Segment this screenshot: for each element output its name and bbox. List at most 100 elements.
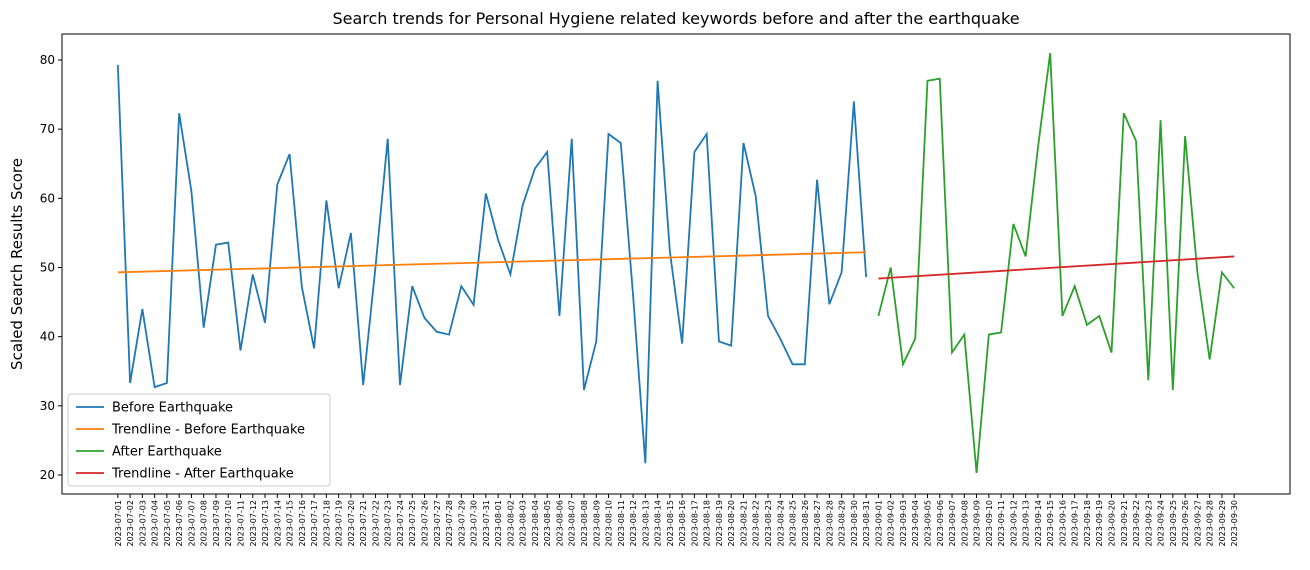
x-tick-label: 2023-08-01 [494, 500, 503, 547]
x-tick-label: 2023-09-29 [1218, 500, 1227, 547]
x-tick-label: 2023-08-22 [752, 500, 761, 547]
x-tick-label: 2023-09-16 [1058, 500, 1067, 547]
x-tick-label: 2023-07-20 [347, 500, 356, 547]
chart-title: Search trends for Personal Hygiene relat… [332, 9, 1019, 28]
legend-box [67, 393, 331, 487]
x-tick-label: 2023-07-27 [433, 500, 442, 547]
x-tick-label: 2023-08-04 [531, 500, 540, 547]
x-tick-label: 2023-09-04 [911, 500, 920, 547]
x-tick-label: 2023-07-24 [396, 500, 405, 547]
x-tick-label: 2023-09-01 [874, 500, 883, 547]
x-tick-label: 2023-08-12 [629, 500, 638, 547]
x-tick-label: 2023-09-02 [887, 500, 896, 547]
x-tick-label: 2023-07-31 [482, 500, 491, 547]
x-tick-label: 2023-08-31 [862, 500, 871, 547]
x-tick-label: 2023-07-09 [212, 500, 221, 547]
legend-label: After Earthquake [112, 445, 222, 460]
x-tick-label: 2023-08-20 [727, 500, 736, 547]
x-tick-label: 2023-07-29 [457, 500, 466, 547]
x-tick-label: 2023-09-10 [985, 500, 994, 547]
x-tick-label: 2023-09-17 [1071, 500, 1080, 547]
series-line [878, 255, 1235, 280]
x-tick-label: 2023-08-03 [519, 500, 528, 547]
x-tick-label: 2023-08-09 [592, 500, 601, 547]
x-tick-label: 2023-07-28 [445, 500, 454, 547]
x-tick-label: 2023-09-07 [948, 500, 957, 547]
x-tick-label: 2023-09-20 [1108, 500, 1117, 547]
x-tick-label: 2023-09-22 [1132, 500, 1141, 547]
x-tick-label: 2023-07-12 [249, 500, 258, 547]
x-tick-label: 2023-08-13 [641, 500, 650, 547]
x-tick-label: 2023-09-21 [1120, 500, 1129, 547]
x-tick-label: 2023-08-17 [690, 500, 699, 547]
x-tick-label: 2023-07-08 [200, 500, 209, 547]
x-tick-label: 2023-08-05 [543, 500, 552, 547]
x-tick-label: 2023-08-15 [666, 500, 675, 547]
x-tick-label: 2023-07-23 [384, 500, 393, 547]
x-tick-label: 2023-09-08 [960, 500, 969, 547]
x-tick-label: 2023-07-17 [310, 500, 319, 547]
x-tick-label: 2023-09-15 [1046, 500, 1055, 547]
x-tick-label: 2023-09-26 [1181, 500, 1190, 547]
y-axis-label: Scaled Search Results Score [8, 158, 26, 370]
x-tick-label: 2023-07-26 [421, 500, 430, 547]
x-tick-label: 2023-08-24 [776, 500, 785, 547]
legend-label: Before Earthquake [112, 401, 233, 416]
x-tick-label: 2023-09-05 [923, 500, 932, 547]
x-tick-label: 2023-09-19 [1095, 500, 1104, 547]
x-tick-label: 2023-07-19 [335, 500, 344, 547]
legend: Before Earthquake Trendline - Before Eart… [67, 393, 331, 487]
x-tick-label: 2023-07-05 [163, 500, 172, 547]
x-tick-label: 2023-08-10 [605, 500, 614, 547]
y-tick-label: 50 [40, 260, 55, 274]
x-tick-label: 2023-08-27 [813, 500, 822, 547]
x-tick-label: 2023-07-18 [322, 500, 331, 547]
x-tick-label: 2023-09-27 [1193, 500, 1202, 547]
legend-label: Trendline - Before Earthquake [111, 423, 305, 438]
x-tick-label: 2023-07-14 [273, 500, 282, 547]
x-tick-label: 2023-08-29 [838, 500, 847, 547]
series-line [116, 64, 868, 464]
x-tick-label: 2023-09-18 [1083, 500, 1092, 547]
x-tick-label: 2023-07-01 [114, 500, 123, 547]
x-tick-label: 2023-08-18 [703, 500, 712, 547]
x-tick-label: 2023-09-03 [899, 500, 908, 547]
x-tick-label: 2023-08-19 [715, 500, 724, 547]
x-tick-label: 2023-07-15 [286, 500, 295, 547]
x-tick-label: 2023-09-28 [1206, 500, 1215, 547]
x-tick-label: 2023-09-24 [1157, 500, 1166, 547]
x-tick-label: 2023-07-06 [175, 500, 184, 547]
legend-label: Trendline - After Earthquake [111, 467, 294, 482]
x-tick-label: 2023-08-02 [506, 500, 515, 547]
x-tick-label: 2023-07-04 [151, 500, 160, 547]
x-tick-label: 2023-08-30 [850, 500, 859, 547]
x-tick-label: 2023-07-16 [298, 500, 307, 547]
x-tick-label: 2023-09-12 [1009, 500, 1018, 547]
x-tick-label: 2023-07-25 [408, 500, 417, 547]
x-tick-label: 2023-07-21 [359, 500, 368, 547]
x-tick-label: 2023-07-07 [187, 500, 196, 547]
x-tick-label: 2023-07-11 [236, 500, 245, 547]
y-tick-label: 60 [40, 191, 55, 205]
series-line [877, 52, 1235, 473]
y-tick-label: 80 [40, 53, 55, 67]
x-tick-label: 2023-09-23 [1144, 500, 1153, 547]
x-tick-label: 2023-08-25 [789, 500, 798, 547]
x-tick-label: 2023-08-07 [568, 500, 577, 547]
x-tick-label: 2023-09-30 [1230, 500, 1239, 547]
y-tick-label: 20 [40, 468, 55, 482]
x-tick-label: 2023-09-13 [1022, 500, 1031, 547]
x-tick-label: 2023-08-06 [555, 500, 564, 547]
x-tick-label: 2023-09-14 [1034, 500, 1043, 547]
x-tick-label: 2023-09-11 [997, 500, 1006, 547]
x-tick-label: 2023-07-30 [470, 500, 479, 547]
x-tick-label: 2023-07-03 [138, 500, 147, 547]
y-tick-label: 70 [40, 122, 55, 136]
x-tick-label: 2023-08-16 [678, 500, 687, 547]
x-tick-label: 2023-09-06 [936, 500, 945, 547]
series-line [117, 251, 867, 274]
x-tick-label: 2023-08-14 [654, 500, 663, 547]
y-tick-label: 40 [40, 330, 55, 344]
x-tick-label: 2023-08-26 [801, 500, 810, 547]
